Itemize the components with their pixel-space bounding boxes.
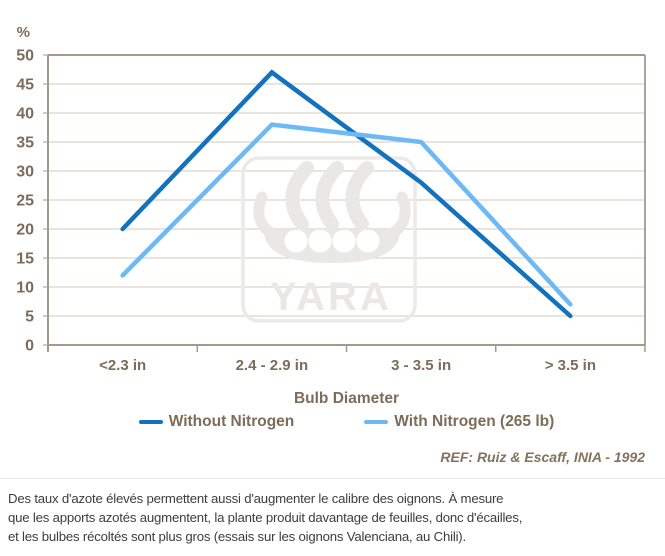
divider [0, 478, 665, 479]
plot-frame [47, 54, 646, 352]
legend: Without Nitrogen With Nitrogen (265 lb) [0, 413, 665, 431]
legend-label: With Nitrogen (265 lb) [394, 413, 555, 430]
y-tick-label: 30 [16, 164, 34, 181]
x-category-label: 3 - 3.5 in [391, 357, 451, 374]
series-line-0 [120, 69, 573, 319]
caption-line: Des taux d'azote élevés permettent aussi… [8, 491, 504, 506]
x-category-label: > 3.5 in [545, 357, 596, 374]
legend-label: Without Nitrogen [168, 413, 295, 430]
legend-item-without-nitrogen: Without Nitrogen [138, 413, 295, 431]
watermark-text: YARA [270, 275, 392, 319]
y-tick-label: 35 [16, 135, 34, 152]
caption-line: que les apports azotés augmentent, la pl… [8, 510, 523, 525]
x-axis-title: Bulb Diameter [293, 390, 400, 407]
line-chart: YARA 0 5 10 15 20 25 30 35 40 45 50 <2.3 in 2.4 - 2.… [0, 24, 665, 465]
watermark-frame [241, 156, 417, 323]
legend-item-with-nitrogen: With Nitrogen (265 lb) [364, 413, 554, 431]
caption: Des taux d'azote élevés permettent aussi… [0, 489, 665, 546]
y-tick-label: 20 [16, 222, 34, 239]
y-tick-label: 40 [16, 106, 34, 123]
viking-ship-icon [253, 161, 411, 263]
labels-layer: 0 5 10 15 20 25 30 35 40 45 50 <2.3 in 2.4 - 2.9 in 3… [16, 48, 596, 375]
y-tick-label: 25 [16, 193, 34, 210]
y-tick-label: 15 [16, 251, 34, 268]
y-tick-label: 5 [25, 309, 34, 326]
y-tick-label: 10 [16, 280, 34, 297]
x-category-label: 2.4 - 2.9 in [236, 357, 309, 374]
reference-citation: REF: Ruiz & Escaff, INIA - 1992 [440, 449, 645, 465]
x-category-label: <2.3 in [99, 357, 146, 374]
series-layer [120, 69, 573, 319]
yara-watermark: YARA [241, 156, 417, 323]
legend-line-swatch-dark-blue [138, 419, 163, 425]
legend-line-swatch-light-blue [364, 419, 389, 425]
chart-canvas: YARA 0 5 10 15 20 25 30 35 40 45 50 <2.3 in 2.4 - 2.… [16, 24, 646, 375]
y-axis-unit-label: % [17, 24, 30, 41]
caption-line: et les bulbes récoltés sont plus gros (e… [8, 529, 466, 544]
y-tick-label: 0 [25, 338, 34, 355]
series-line-1 [120, 122, 573, 307]
y-tick-label: 45 [16, 77, 34, 94]
y-tick-label: 50 [16, 48, 34, 65]
